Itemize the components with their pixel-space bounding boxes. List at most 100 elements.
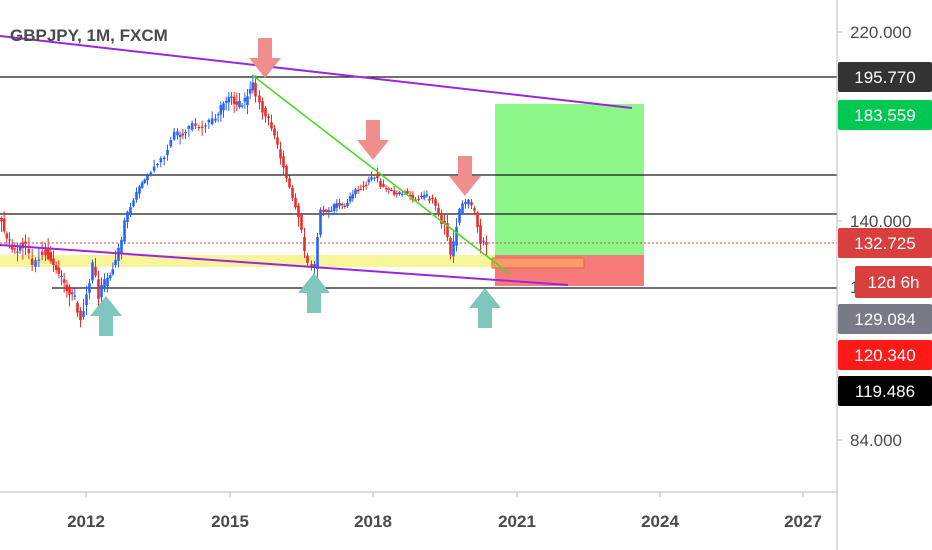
- candle-body: [100, 284, 103, 298]
- candle-body: [434, 199, 437, 206]
- candle-body: [243, 98, 247, 102]
- candle-body: [156, 164, 159, 166]
- arrow-down-2015: [249, 38, 281, 78]
- candle-body: [428, 198, 431, 201]
- candle-body: [52, 258, 55, 266]
- candle-body: [327, 210, 331, 212]
- candle-body: [264, 108, 267, 117]
- trendline-lower: [0, 244, 569, 286]
- y-tick-label-partial: 1: [850, 278, 859, 297]
- candle-body: [8, 239, 11, 241]
- candle-body: [422, 195, 426, 199]
- candle-body: [464, 201, 467, 205]
- candle-body: [214, 118, 217, 121]
- candle-body: [340, 203, 344, 206]
- candle-body: [362, 185, 365, 187]
- candle-body: [235, 101, 239, 105]
- candle-body: [204, 125, 207, 127]
- candle-body: [246, 96, 249, 105]
- candle-body: [73, 295, 77, 297]
- candle-body: [219, 105, 223, 115]
- candle-body: [149, 172, 153, 176]
- arrow-up-2012: [90, 296, 122, 336]
- candle-body: [300, 214, 303, 230]
- candle-body: [306, 255, 309, 263]
- candle-body: [232, 96, 236, 104]
- candle-body: [443, 220, 446, 224]
- candle-body: [76, 302, 79, 313]
- price-badge-label: 120.340: [854, 346, 915, 365]
- candle-body: [310, 264, 313, 268]
- candle-body: [291, 187, 294, 198]
- candle-body: [70, 292, 74, 294]
- candle-body: [169, 140, 173, 147]
- candle-body: [108, 275, 112, 279]
- candle-body: [120, 239, 123, 254]
- candle-body: [294, 197, 297, 208]
- candle-body: [485, 242, 488, 245]
- candle-body: [338, 202, 341, 206]
- candle-body: [207, 119, 211, 123]
- candle-body: [194, 123, 197, 126]
- candle-body: [60, 275, 63, 278]
- price-badge-label: 132.725: [854, 234, 915, 253]
- candle-body: [5, 233, 9, 239]
- candle-body: [449, 238, 452, 255]
- candle-body: [387, 188, 391, 190]
- arrow-up-2020: [469, 288, 501, 328]
- candle-body: [367, 179, 371, 183]
- candle-body: [230, 96, 233, 98]
- candle-body: [417, 198, 420, 201]
- y-tick-label: 84.000: [850, 431, 902, 450]
- x-tick-label: 2027: [784, 512, 822, 531]
- price-badge: [838, 376, 932, 406]
- price-badge: [838, 228, 932, 258]
- candle-body: [351, 194, 355, 199]
- candle-body: [132, 200, 135, 207]
- candle-body: [54, 265, 58, 270]
- arrow-down-2018: [357, 120, 389, 160]
- candle-body: [103, 279, 106, 288]
- candle-body: [354, 189, 357, 195]
- candle-body: [356, 189, 360, 192]
- candle-body: [146, 175, 149, 181]
- candle-body: [240, 105, 244, 107]
- candle-body: [94, 267, 97, 276]
- candle-body: [376, 173, 379, 179]
- candle-body: [400, 193, 404, 195]
- candle-body: [152, 166, 156, 171]
- x-tick-label: 2015: [211, 512, 249, 531]
- candle-body: [18, 246, 22, 251]
- chart-title: GBPJPY, 1M, FXCM: [10, 26, 168, 45]
- price-badge-label: 195.770: [854, 68, 915, 87]
- candle-body: [431, 197, 434, 200]
- candle-body: [359, 188, 363, 191]
- candle-body: [319, 209, 322, 235]
- candle-body: [251, 82, 255, 91]
- candle-body: [0, 217, 3, 222]
- arrow-up-2016: [298, 273, 330, 313]
- x-tick-label: 2021: [498, 512, 536, 531]
- candle-body: [346, 202, 349, 207]
- support-zone: [0, 255, 588, 267]
- candle-body: [395, 193, 399, 195]
- candle-body: [82, 311, 85, 317]
- candle-body: [117, 247, 120, 261]
- candle-body: [114, 259, 117, 266]
- candle-body: [364, 184, 368, 186]
- candle-body: [282, 156, 285, 168]
- candle-body: [21, 242, 25, 249]
- candle-body: [254, 82, 257, 97]
- candle-body: [216, 114, 220, 116]
- price-badge: [838, 62, 932, 92]
- candle-body: [37, 259, 41, 261]
- candle-body: [455, 226, 458, 246]
- candle-body: [270, 122, 273, 129]
- candle-body: [184, 131, 187, 134]
- candle-body: [373, 177, 376, 179]
- candle-body: [159, 158, 163, 163]
- candle-body: [437, 207, 440, 215]
- x-tick-label: 2012: [67, 512, 105, 531]
- candle-body: [384, 188, 388, 190]
- candle-body: [479, 224, 482, 244]
